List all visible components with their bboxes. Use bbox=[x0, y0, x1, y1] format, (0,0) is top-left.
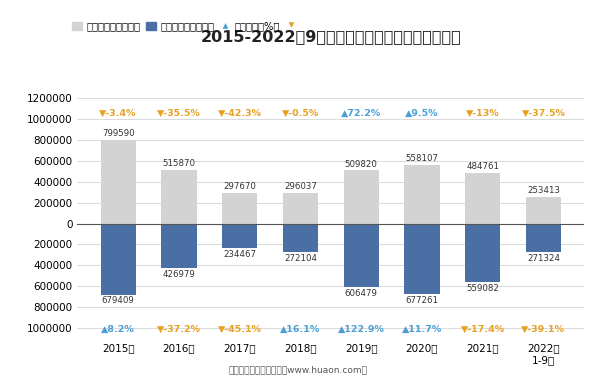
Text: 677261: 677261 bbox=[405, 296, 439, 305]
Text: 559082: 559082 bbox=[466, 284, 499, 293]
Text: 509820: 509820 bbox=[344, 159, 378, 168]
Text: ▲72.2%: ▲72.2% bbox=[341, 109, 381, 117]
Bar bbox=[404, 224, 439, 294]
Text: ▲9.5%: ▲9.5% bbox=[405, 109, 439, 117]
Bar bbox=[162, 224, 197, 268]
Title: 2015-2022年9月深圳坪山综合保税区进、出口额: 2015-2022年9月深圳坪山综合保税区进、出口额 bbox=[200, 29, 461, 44]
Text: ▲122.9%: ▲122.9% bbox=[338, 324, 384, 334]
Bar bbox=[222, 193, 257, 224]
Bar bbox=[343, 170, 379, 224]
Text: 制图：华经产业研究院（www.huaon.com）: 制图：华经产业研究院（www.huaon.com） bbox=[228, 365, 368, 374]
Text: ▼-13%: ▼-13% bbox=[466, 109, 499, 117]
Bar bbox=[526, 224, 561, 252]
Text: ▼-39.1%: ▼-39.1% bbox=[522, 324, 566, 334]
Text: 679409: 679409 bbox=[102, 296, 135, 305]
Text: ▼-37.2%: ▼-37.2% bbox=[157, 324, 201, 334]
Bar bbox=[101, 140, 136, 224]
Text: ▼-42.3%: ▼-42.3% bbox=[218, 109, 262, 117]
Text: 515870: 515870 bbox=[162, 159, 195, 168]
Text: 297670: 297670 bbox=[224, 182, 256, 191]
Text: 426979: 426979 bbox=[163, 270, 195, 279]
Text: 272104: 272104 bbox=[284, 254, 317, 263]
Text: ▼-3.4%: ▼-3.4% bbox=[100, 109, 137, 117]
Text: ▲16.1%: ▲16.1% bbox=[280, 324, 321, 334]
Bar bbox=[465, 224, 500, 282]
Bar bbox=[343, 224, 379, 287]
Legend: 出口总额（万美元）, 进口总额（万美元）, 同比增长（%）, : 出口总额（万美元）, 进口总额（万美元）, 同比增长（%）, bbox=[72, 21, 300, 31]
Text: ▼-45.1%: ▼-45.1% bbox=[218, 324, 262, 334]
Bar bbox=[526, 197, 561, 224]
Bar bbox=[283, 193, 318, 224]
Text: 484761: 484761 bbox=[466, 162, 499, 171]
Text: 799590: 799590 bbox=[102, 129, 135, 138]
Text: 606479: 606479 bbox=[344, 289, 378, 298]
Text: ▼-17.4%: ▼-17.4% bbox=[461, 324, 505, 334]
Bar bbox=[222, 224, 257, 248]
Text: ▼-35.5%: ▼-35.5% bbox=[157, 109, 201, 117]
Bar bbox=[101, 224, 136, 294]
Bar bbox=[162, 170, 197, 224]
Text: 253413: 253413 bbox=[527, 186, 560, 195]
Text: ▲11.7%: ▲11.7% bbox=[402, 324, 442, 334]
Bar bbox=[465, 173, 500, 224]
Text: ▼-0.5%: ▼-0.5% bbox=[282, 109, 319, 117]
Text: ▼-37.5%: ▼-37.5% bbox=[522, 109, 566, 117]
Bar bbox=[404, 165, 439, 224]
Bar bbox=[283, 224, 318, 252]
Text: 234467: 234467 bbox=[223, 250, 256, 259]
Text: 271324: 271324 bbox=[527, 254, 560, 263]
Text: ▲8.2%: ▲8.2% bbox=[101, 324, 135, 334]
Text: 296037: 296037 bbox=[284, 182, 317, 191]
Text: 558107: 558107 bbox=[405, 155, 439, 164]
